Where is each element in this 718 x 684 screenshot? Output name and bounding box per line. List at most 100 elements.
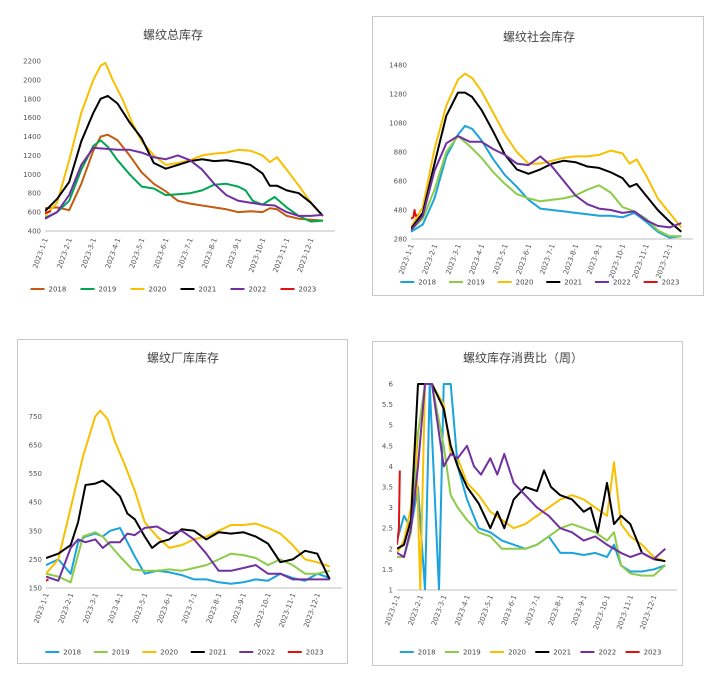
legend-label: 2023 [306,649,324,657]
series-line-2018 [397,383,666,590]
chart-svg: 螺纹库存消费比（周） 1 1.5 2 2.5 3 3.5 4 4.5 5 5.5 6 2023-1-1 2… [382,350,677,657]
y-tick-label: 450 [29,499,42,507]
x-tick-label: 2023-12-1 [296,237,316,274]
legend-label: 2019 [467,279,485,287]
x-tick-label: 2023-12-1 [302,592,322,629]
series-line-2020 [411,72,683,229]
x-tick-label: 2023-9-1 [225,237,243,270]
legend-label: 2018 [418,649,436,657]
y-tick-label: 880 [394,149,407,157]
x-tick-label: 2023-10-1 [253,592,273,629]
y-tick-label: 480 [394,207,407,215]
legend-label: 2021 [209,649,227,657]
x-tick-label: 2023-3-1 [430,594,448,627]
x-tick-label: 2023-2-1 [407,594,425,627]
series-line-2022 [46,525,330,582]
series-line-2021 [45,94,324,217]
y-tick-label: 2 [389,545,393,553]
chart-title: 螺纹总库存 [143,27,203,42]
y-tick-label: 250 [29,556,42,564]
y-tick-label: 6 [389,381,394,389]
series-line-2020 [45,61,324,217]
series-line-2021 [46,479,331,580]
x-tick-label: 2023-6-1 [500,594,518,627]
series-line-2022 [397,383,666,561]
x-tick-label: 2023-9-1 [230,592,248,625]
series-group [411,72,683,239]
x-tick-label: 2023-9-1 [585,243,603,276]
series-group [45,61,324,223]
series-line-2022 [45,146,323,220]
legend-label: 2021 [564,279,582,287]
x-tick-label: 2023-10-1 [247,237,267,274]
legend-label: 2022 [257,649,275,657]
y-tick-label: 550 [29,470,42,478]
y-tick-label: 600 [28,209,41,217]
x-tick-label: 2023-6-1 [156,592,174,625]
y-tick-label: 1480 [389,62,407,70]
x-tick-label: 2023-5-1 [477,594,495,627]
y-tick-label: 3 [389,504,393,512]
legend-label: 2020 [508,649,526,657]
x-tick-label: 2023-8-1 [562,243,580,276]
x-tick-label: 2023-5-1 [131,592,149,625]
y-tick-label: 2000 [23,76,41,84]
y-tick-label: 1600 [23,114,41,122]
legend-label: 2020 [149,286,167,294]
series-line-2022 [411,135,682,231]
y-tick-label: 3.5 [382,484,393,492]
inventory-consumption-ratio-chart-panel: 螺纹库存消费比（周） 1 1.5 2 2.5 3 3.5 4 4.5 5 5.5 6 2023-1-1 2… [372,341,683,666]
x-tick-label: 2023-4-1 [453,594,471,627]
legend-label: 2019 [463,649,481,657]
x-tick-label: 2023-8-1 [201,237,219,270]
x-tick-label: 2023-7-1 [176,237,194,270]
series-line-2023 [45,210,52,215]
legend-label: 2021 [553,649,571,657]
x-tick-label: 2023-11-1 [278,592,298,629]
chart-title: 螺纹厂库库存 [147,350,219,365]
x-tick-label: 2023-6-1 [152,237,170,270]
legend-label: 2023 [644,649,662,657]
legend-label: 2020 [160,649,178,657]
legend-label: 2019 [112,649,130,657]
x-tick-label: 2023-1-1 [397,243,415,276]
y-tick-label: 1080 [389,120,407,128]
legend-label: 2018 [418,279,436,287]
y-tick-label: 4.5 [382,442,393,450]
x-tick-label: 2023-1-1 [383,594,401,627]
y-tick-label: 5.5 [382,401,393,409]
chart-title: 螺纹库存消费比（周） [463,350,583,365]
legend-label: 2021 [199,286,217,294]
chart-svg: 螺纹总库存 400 600 800 1000 1200 1400 1600 1800 2000 22… [23,27,335,294]
x-tick-label: 2023-4-1 [104,237,122,270]
series-line-2023 [46,578,49,582]
x-tick-label: 2023-12-1 [654,243,674,280]
legend-label: 2023 [299,286,317,294]
y-tick-label: 1000 [23,171,41,179]
x-tick-label: 2023-2-1 [56,237,74,270]
y-tick-label: 4 [389,463,394,471]
series-line-2018 [45,133,323,222]
x-tick-label: 2023-11-1 [272,237,292,274]
y-tick-label: 1 [389,587,393,595]
x-tick-label: 2023-10-1 [592,594,612,631]
y-tick-label: 680 [394,178,407,186]
x-tick-label: 2023-7-1 [523,594,541,627]
y-tick-label: 650 [29,441,42,449]
series-line-2023 [397,470,401,545]
x-tick-label: 2023-5-1 [128,237,146,270]
x-tick-label: 2023-3-1 [82,592,100,625]
legend-label: 2023 [662,279,680,287]
x-tick-label: 2023-1-1 [32,592,50,625]
series-group [397,383,666,590]
y-tick-label: 2200 [23,58,41,66]
x-tick-label: 2023-8-1 [205,592,223,625]
x-tick-label: 2023-5-1 [491,243,509,276]
y-tick-label: 1200 [23,152,41,160]
y-tick-label: 1400 [23,133,41,141]
legend-label: 2020 [516,279,534,287]
x-tick-label: 2023-2-1 [421,243,439,276]
legend-label: 2022 [613,279,631,287]
y-tick-label: 1280 [389,91,407,99]
series-line-2019 [46,531,330,584]
